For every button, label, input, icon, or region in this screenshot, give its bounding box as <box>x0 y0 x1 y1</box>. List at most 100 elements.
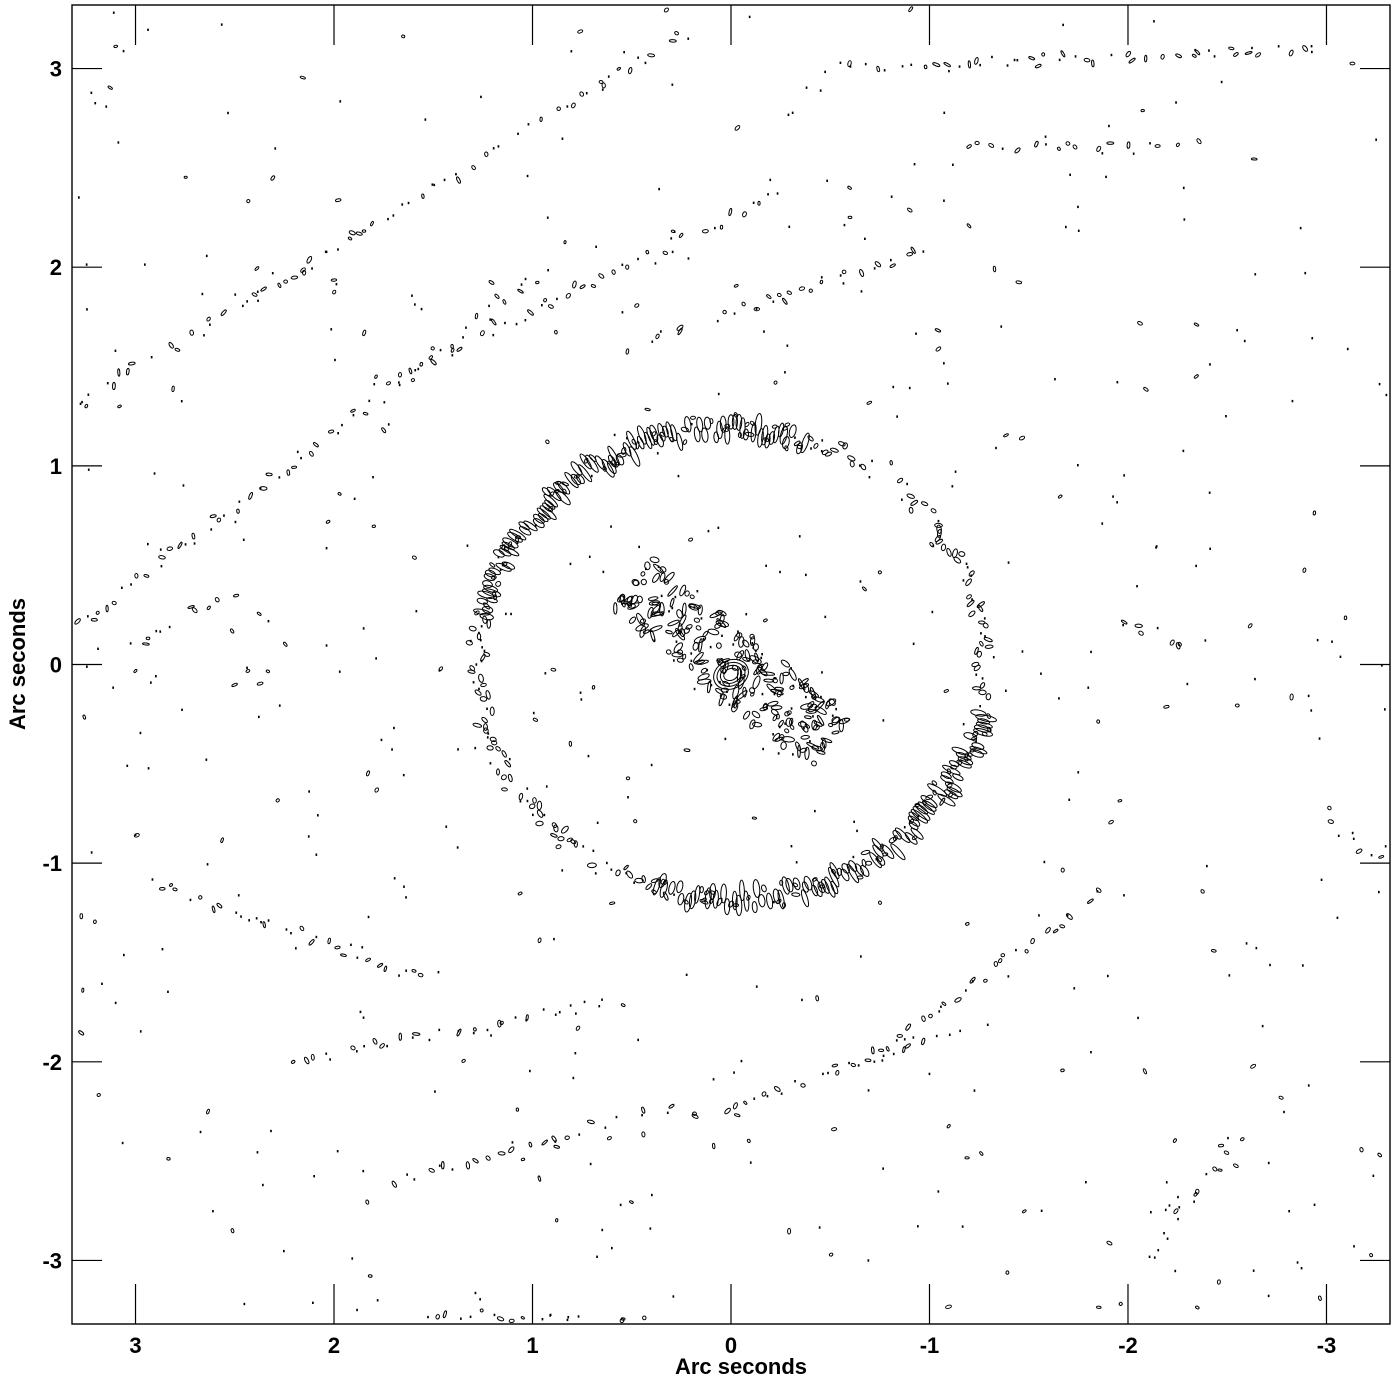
contour-speck <box>1157 1249 1160 1252</box>
contour-blob <box>984 644 994 649</box>
contour-blob <box>265 472 273 477</box>
contour-speck <box>733 1071 735 1074</box>
contour-blob <box>372 1037 378 1045</box>
contour-speck <box>824 615 827 619</box>
contour-speck <box>917 1225 919 1228</box>
contour-blob <box>216 902 223 909</box>
contour-speck <box>805 86 808 89</box>
contour-speck <box>1205 1172 1208 1176</box>
contour-blob <box>813 442 819 449</box>
contour-speck <box>626 437 628 440</box>
contour-blob <box>667 585 678 597</box>
contour-speck <box>947 382 949 385</box>
contour-speck <box>915 332 917 335</box>
contour-speck <box>547 269 549 272</box>
contour-blob <box>800 889 810 908</box>
contour-blob <box>752 643 759 652</box>
contour-blob <box>1125 50 1132 58</box>
contour-blob <box>946 768 952 775</box>
contour-speck <box>300 456 302 460</box>
contour-speck <box>980 632 982 635</box>
contour-blob <box>1244 51 1253 55</box>
contour-blob <box>897 477 904 484</box>
contour-speck <box>193 542 196 545</box>
contour-speck <box>393 877 396 880</box>
contour-speck <box>487 732 490 735</box>
contour-speck <box>637 1038 639 1042</box>
contour-speck <box>700 617 703 620</box>
contour-speck <box>611 1246 613 1250</box>
contour-blob <box>682 653 687 660</box>
contour-blob <box>971 742 985 750</box>
contour-speck <box>702 638 705 641</box>
contour-speck <box>794 1080 796 1083</box>
contour-blob <box>819 279 824 285</box>
contour-speck <box>1065 225 1067 229</box>
contour-speck <box>433 183 436 187</box>
contour-blob <box>761 1091 767 1097</box>
contour-speck <box>619 1203 622 1207</box>
contour-blob <box>532 717 539 722</box>
contour-blob <box>541 1139 548 1146</box>
contour-speck <box>205 758 208 761</box>
contour-speck <box>821 671 823 674</box>
contour-blob <box>527 309 534 316</box>
contour-blob <box>1228 46 1235 51</box>
contour-blob <box>484 151 489 157</box>
y-tick-label: -2 <box>42 1050 62 1075</box>
contour-blob <box>585 454 599 473</box>
contour-speck <box>922 250 925 253</box>
contour-blob <box>1117 799 1123 803</box>
contour-blob <box>490 318 497 326</box>
contour-speck <box>325 250 328 254</box>
contour-speck <box>1302 964 1304 967</box>
contour-blob <box>260 286 267 292</box>
contour-blob <box>1317 1295 1322 1301</box>
contour-speck <box>726 690 728 693</box>
contour-blob <box>1327 805 1332 811</box>
contour-speck <box>516 541 519 544</box>
contour-speck <box>971 598 973 601</box>
contour-speck <box>1228 974 1231 977</box>
contour-speck <box>510 612 512 616</box>
contour-speck <box>114 1001 117 1005</box>
contour-blob <box>334 945 341 950</box>
contour-blob <box>818 884 825 889</box>
contour-speck <box>856 829 858 833</box>
contour-speck <box>803 727 805 730</box>
contour-blob <box>1028 56 1036 61</box>
contour-blob <box>1057 494 1063 499</box>
contour-blob <box>848 860 858 872</box>
contour-speck <box>437 971 440 974</box>
contour-blob <box>489 706 495 717</box>
contour-blob <box>377 963 384 968</box>
contour-blob <box>245 669 251 673</box>
contour-blob <box>751 816 757 820</box>
contour-blob <box>841 863 850 874</box>
contour-blob <box>766 683 777 693</box>
contour-blob <box>847 60 852 68</box>
contour-blob <box>651 601 662 606</box>
contour-speck <box>411 1036 414 1039</box>
contour-speck <box>604 1126 607 1129</box>
contour-blob <box>111 600 117 606</box>
contour-blob <box>663 7 669 13</box>
contour-speck <box>690 422 693 426</box>
contour-speck <box>1213 55 1216 58</box>
contour-speck <box>707 529 710 533</box>
contour-blob <box>831 1063 839 1068</box>
contour-blob <box>518 521 530 531</box>
contour-blob <box>337 492 342 496</box>
contour-speck <box>87 468 90 471</box>
contour-speck <box>1077 464 1079 467</box>
contour-speck <box>398 381 400 384</box>
contour-speck <box>864 237 866 240</box>
contour-speck <box>1016 59 1019 62</box>
contour-blob <box>821 878 830 894</box>
contour-speck <box>1123 894 1125 897</box>
contour-speck <box>1007 561 1010 564</box>
contour-speck <box>937 1190 940 1193</box>
contour-speck <box>90 91 93 94</box>
contour-blob <box>877 570 882 575</box>
contour-blob <box>682 439 688 445</box>
